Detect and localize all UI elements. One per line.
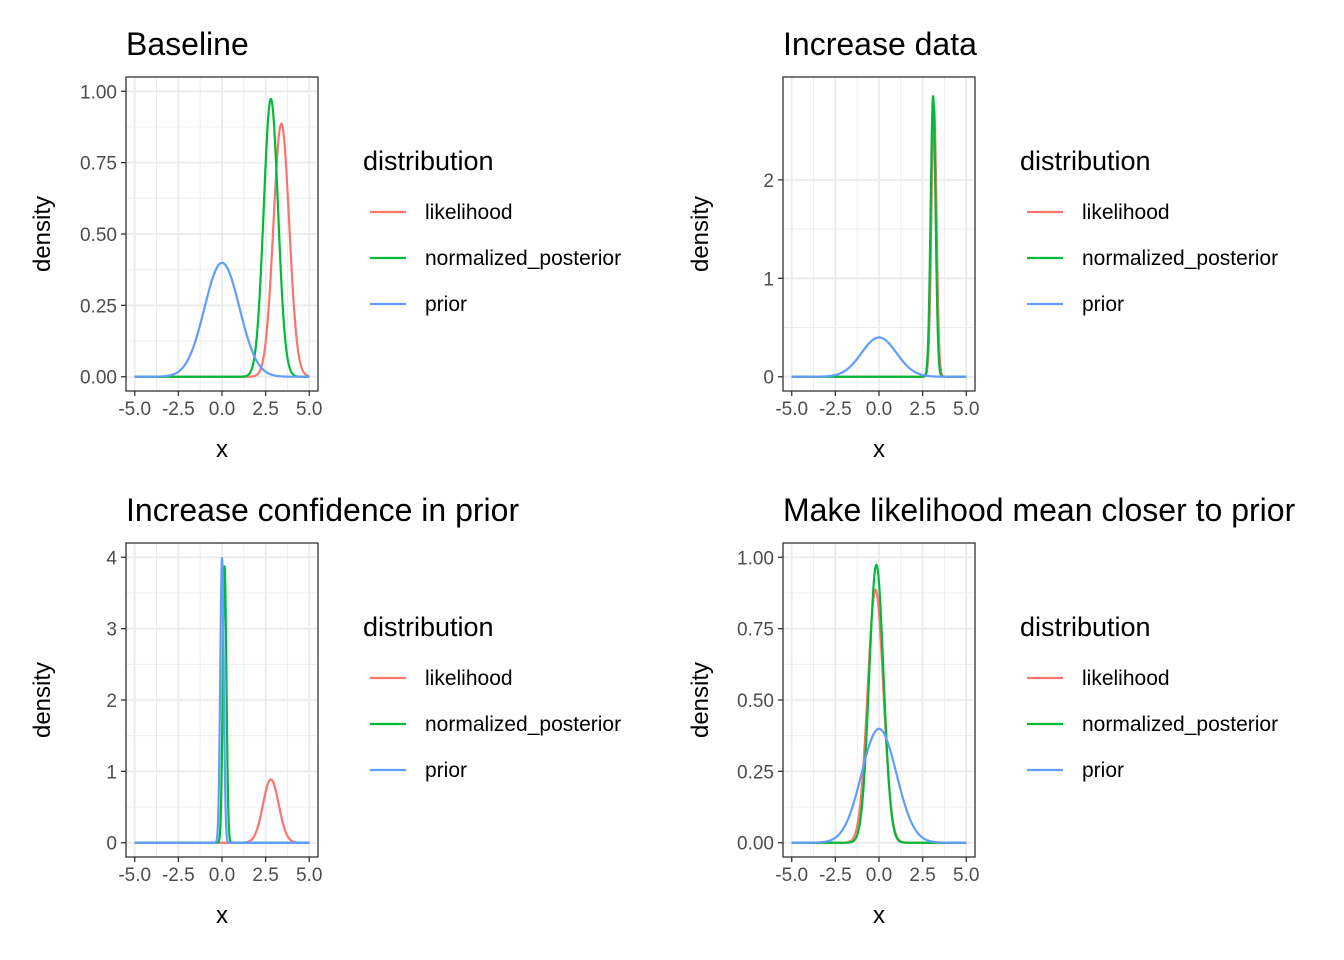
y-tick-label: 0	[763, 368, 774, 389]
x-tick-label: 5.0	[953, 399, 979, 420]
x-tick-label: -2.5	[162, 399, 195, 420]
y-tick-label: 1	[106, 762, 117, 783]
chart-title: Baseline	[126, 26, 249, 62]
y-tick-label: 0.50	[80, 225, 117, 246]
x-tick-label: 0.0	[209, 865, 235, 886]
panel-4: -5.0 -2.5 0.0 2.5 5.0 0.00 0.25 0.50 0.75 1.00 x de…	[687, 492, 1296, 929]
legend: distribution likelihood normalized_posteri…	[1020, 612, 1278, 782]
y-tick-label: 0.00	[737, 834, 774, 855]
legend-label-prior: prior	[1082, 759, 1124, 782]
x-tick-label: -5.0	[118, 399, 151, 420]
y-tick-label: 2	[106, 691, 117, 712]
legend-label-normalized_posterior: normalized_posterior	[425, 713, 621, 736]
x-tick-label: -2.5	[162, 865, 195, 886]
panel-1: -5.0 -2.5 0.0 2.5 5.0 0.00 0.25 0.50 0.75 1.00 x de…	[29, 26, 621, 463]
legend: distribution likelihood normalized_posteri…	[1020, 146, 1278, 316]
legend-label-likelihood: likelihood	[1082, 667, 1170, 690]
series-line-prior	[133, 261, 311, 378]
legend-label-prior: prior	[425, 293, 467, 316]
x-tick-label: 2.5	[909, 399, 935, 420]
y-tick-label: 0.00	[80, 368, 117, 389]
y-tick-label: 0	[106, 834, 117, 855]
x-tick-label: 5.0	[296, 865, 322, 886]
y-tick-label: 0.75	[80, 154, 117, 175]
y-tick-label: 0.50	[737, 691, 774, 712]
panel-2: -5.0 -2.5 0.0 2.5 5.0 0 1 2 x density Increase dat…	[687, 26, 1278, 463]
y-tick-label: 3	[106, 620, 117, 641]
x-tick-label: 2.5	[252, 399, 278, 420]
x-axis-label: x	[873, 436, 885, 463]
x-tick-label: 0.0	[866, 399, 892, 420]
y-tick-label: 1.00	[737, 548, 774, 569]
legend-label-likelihood: likelihood	[1082, 201, 1170, 224]
legend-label-prior: prior	[425, 759, 467, 782]
y-tick-label: 1	[763, 269, 774, 290]
x-tick-label: -5.0	[118, 865, 151, 886]
x-axis-label: x	[216, 436, 228, 463]
y-axis-label: density	[687, 662, 714, 738]
y-tick-label: 0.75	[737, 620, 774, 641]
series-line-prior	[133, 556, 311, 844]
x-tick-label: -5.0	[775, 865, 808, 886]
legend-label-normalized_posterior: normalized_posterior	[425, 247, 621, 270]
x-tick-label: 2.5	[252, 865, 278, 886]
legend: distribution likelihood normalized_posteri…	[363, 146, 621, 316]
panel-3: -5.0 -2.5 0.0 2.5 5.0 0 1 2 3 4 x density Increase c…	[29, 492, 621, 929]
legend-label-normalized_posterior: normalized_posterior	[1082, 247, 1278, 270]
y-tick-label: 2	[763, 171, 774, 192]
x-tick-label: 0.0	[866, 865, 892, 886]
x-tick-label: 5.0	[953, 865, 979, 886]
grid	[783, 77, 975, 391]
legend-title: distribution	[1020, 612, 1151, 642]
series-lines	[133, 97, 311, 378]
y-tick-label: 0.25	[80, 296, 117, 317]
legend-title: distribution	[363, 612, 494, 642]
y-tick-label: 4	[106, 548, 117, 569]
legend: distribution likelihood normalized_posteri…	[363, 612, 621, 782]
x-tick-label: 5.0	[296, 399, 322, 420]
y-axis-label: density	[29, 662, 56, 738]
legend-title: distribution	[363, 146, 494, 176]
legend-label-prior: prior	[1082, 293, 1124, 316]
chart-title: Make likelihood mean closer to prior	[783, 492, 1296, 528]
legend-title: distribution	[1020, 146, 1151, 176]
x-tick-label: -5.0	[775, 399, 808, 420]
legend-label-likelihood: likelihood	[425, 201, 513, 224]
y-axis-label: density	[29, 196, 56, 272]
x-tick-label: 2.5	[909, 865, 935, 886]
chart-title: Increase confidence in prior	[126, 492, 519, 528]
x-tick-label: 0.0	[209, 399, 235, 420]
x-axis-label: x	[873, 902, 885, 929]
legend-label-likelihood: likelihood	[425, 667, 513, 690]
series-lines	[133, 556, 311, 844]
chart-title: Increase data	[783, 26, 977, 62]
x-axis-label: x	[216, 902, 228, 929]
x-tick-label: -2.5	[819, 399, 852, 420]
legend-label-normalized_posterior: normalized_posterior	[1082, 713, 1278, 736]
series-lines	[790, 563, 968, 844]
series-line-prior	[790, 727, 968, 844]
x-tick-label: -2.5	[819, 865, 852, 886]
series-lines	[790, 95, 968, 378]
y-tick-label: 0.25	[737, 762, 774, 783]
y-axis-label: density	[687, 196, 714, 272]
series-line-prior	[790, 336, 968, 378]
y-tick-label: 1.00	[80, 82, 117, 103]
